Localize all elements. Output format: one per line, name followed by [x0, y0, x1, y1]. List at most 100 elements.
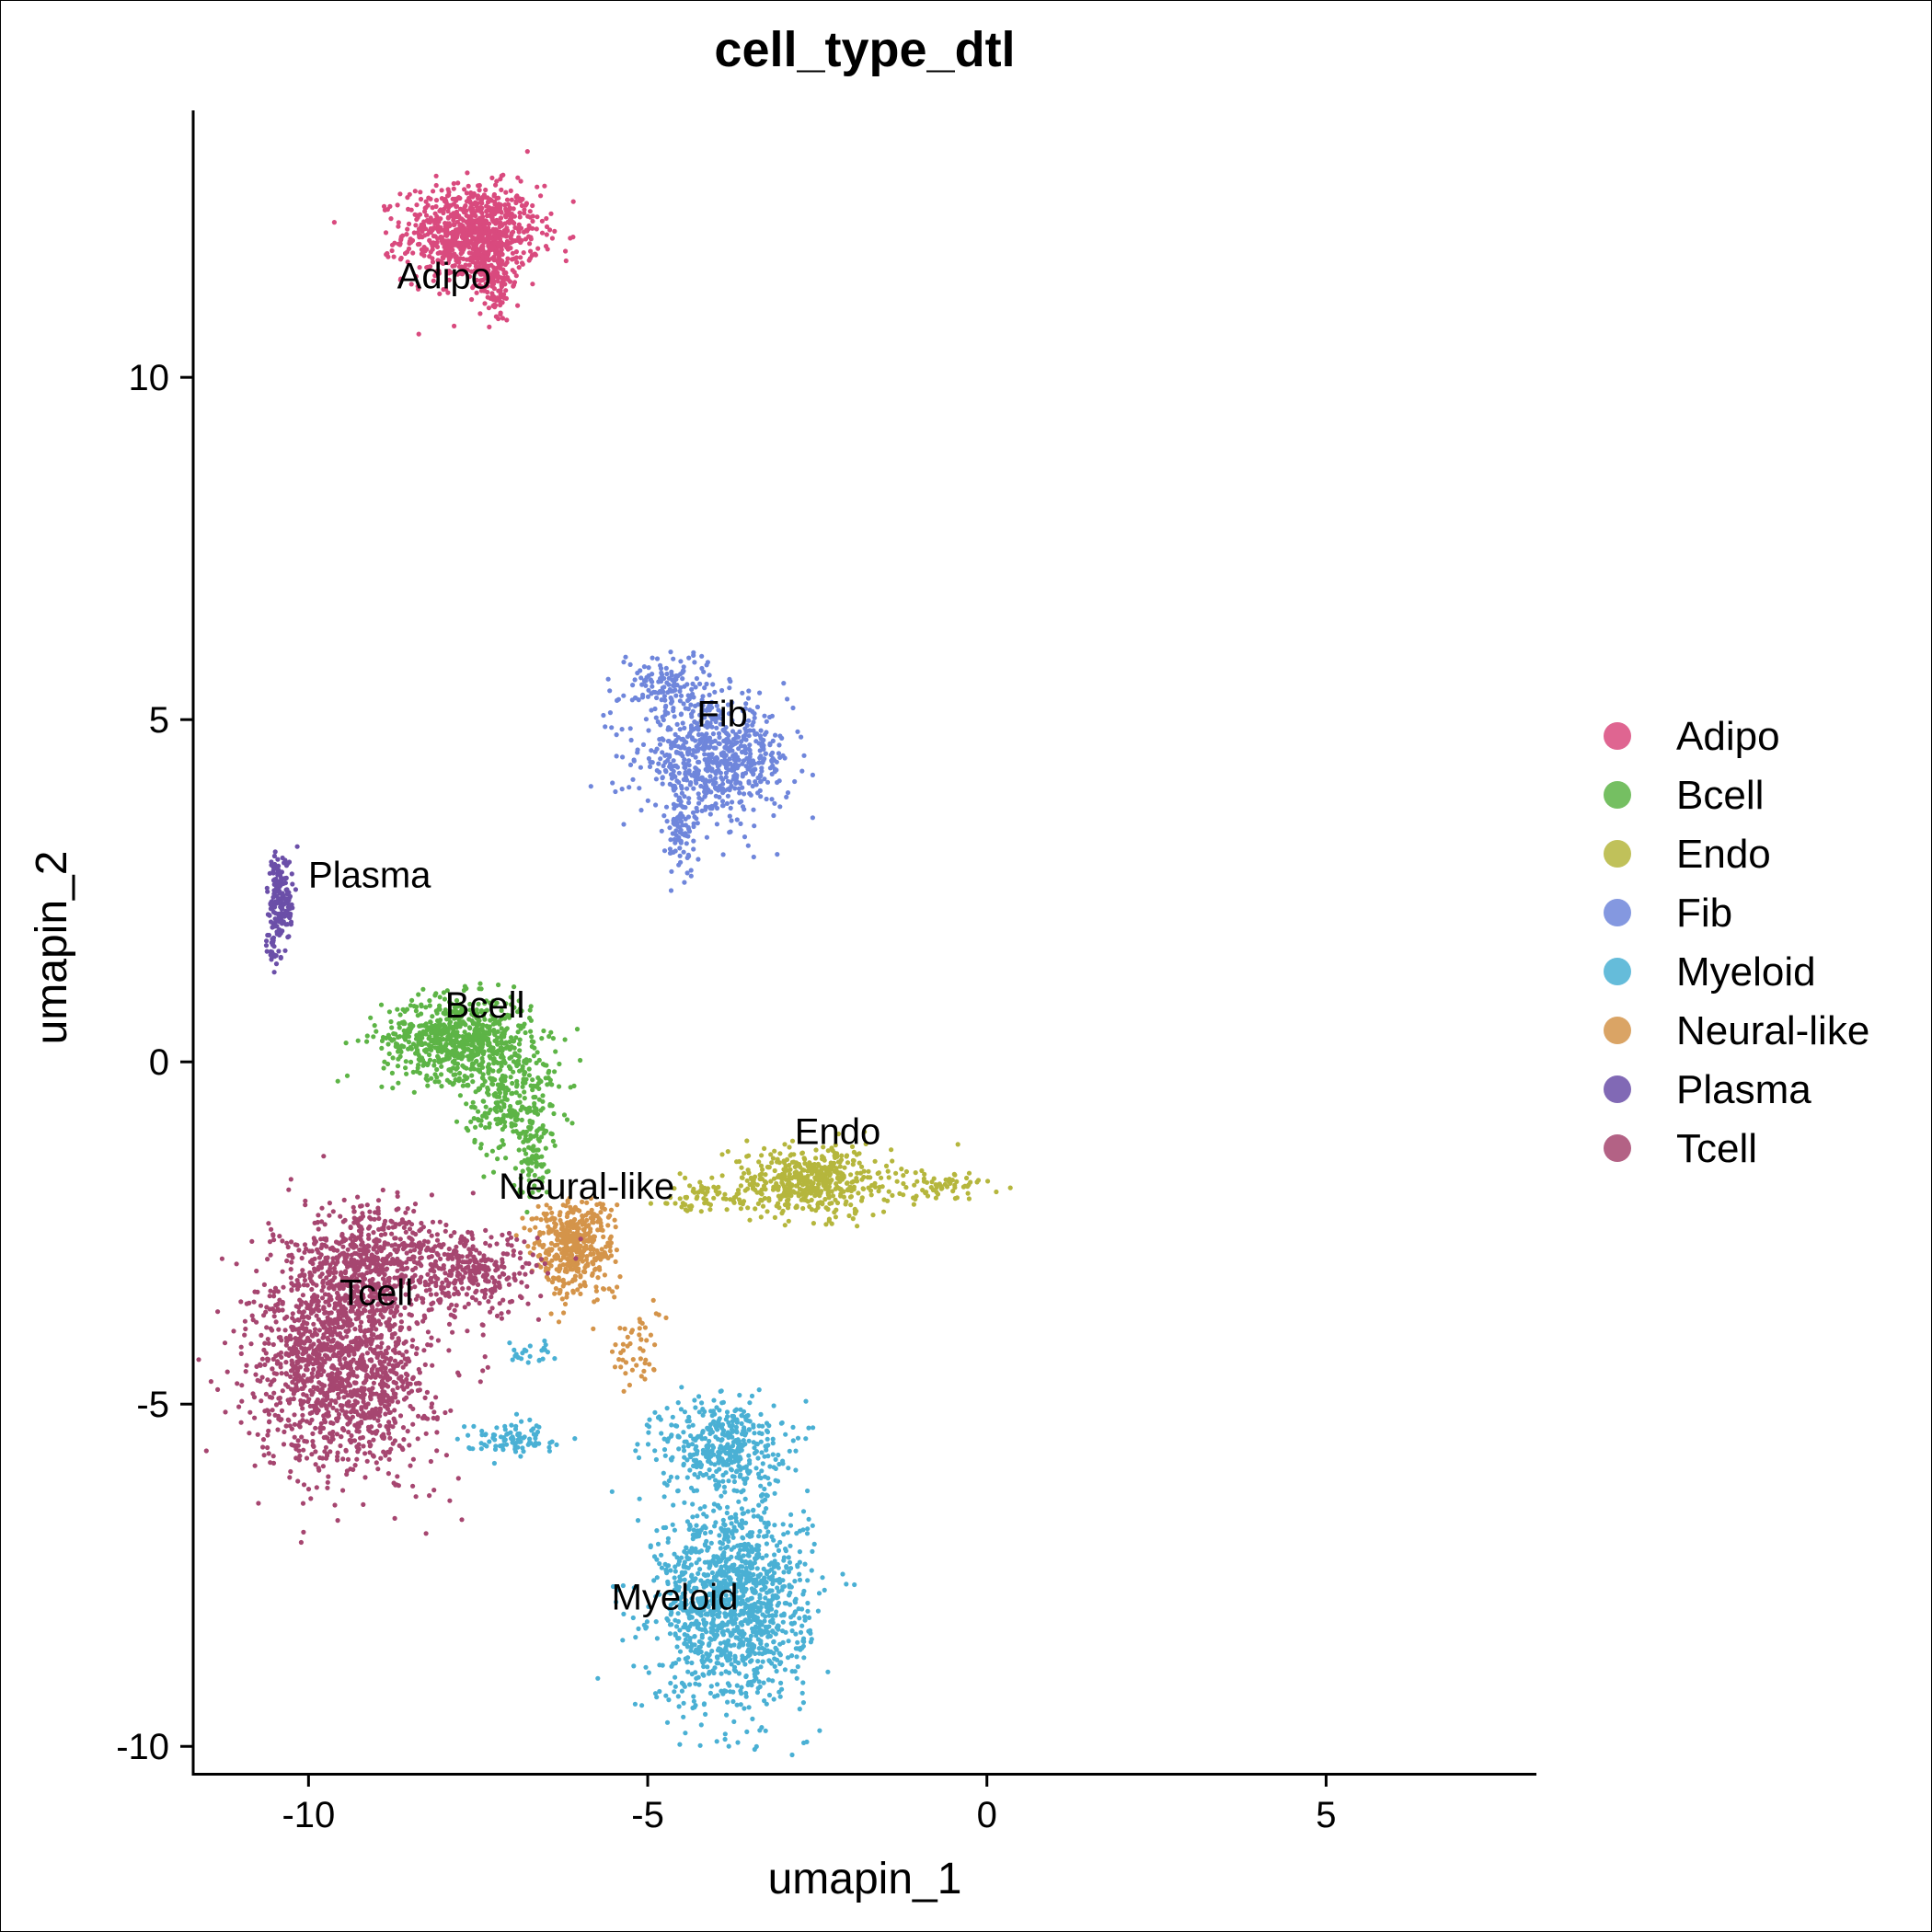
data-point	[703, 1711, 708, 1717]
data-point	[534, 1133, 539, 1138]
data-point	[745, 1186, 751, 1191]
data-point	[390, 1086, 396, 1091]
data-point	[553, 1049, 558, 1054]
data-point	[764, 1642, 770, 1648]
data-point	[445, 1056, 451, 1062]
data-point	[785, 696, 790, 702]
data-point	[445, 215, 451, 221]
data-point	[607, 688, 613, 694]
data-point	[807, 1203, 812, 1210]
data-point	[709, 1175, 715, 1180]
data-point	[702, 1530, 708, 1536]
data-point	[539, 218, 546, 224]
data-point	[477, 188, 482, 193]
data-point	[722, 1731, 728, 1737]
data-point	[472, 201, 478, 206]
data-point	[711, 1195, 717, 1201]
data-point	[496, 232, 501, 237]
data-point	[734, 773, 740, 778]
data-point	[627, 726, 633, 731]
data-point	[729, 741, 734, 746]
data-point	[705, 1664, 710, 1670]
data-point	[770, 1452, 776, 1457]
data-point	[730, 1618, 736, 1624]
data-point	[774, 759, 779, 765]
chart-title: cell_type_dtl	[714, 22, 1015, 77]
data-point	[788, 1543, 793, 1548]
data-point	[508, 188, 513, 193]
data-point	[460, 256, 466, 261]
data-point	[517, 1048, 523, 1053]
data-point	[489, 236, 494, 241]
data-point	[720, 1196, 727, 1202]
data-point	[737, 1523, 742, 1528]
data-point	[497, 1087, 502, 1093]
data-point	[454, 231, 460, 236]
data-point	[709, 806, 715, 811]
data-point	[662, 705, 669, 710]
data-point	[748, 1659, 753, 1664]
data-point	[417, 212, 423, 217]
data-point	[787, 1584, 792, 1590]
data-point	[509, 1054, 514, 1060]
data-point	[502, 1074, 508, 1079]
data-point	[474, 290, 479, 295]
data-point	[667, 1622, 673, 1627]
data-point	[464, 236, 469, 242]
data-point	[502, 221, 508, 226]
data-point	[494, 217, 500, 223]
data-point	[737, 1643, 742, 1649]
data-point	[331, 220, 337, 225]
data-point	[456, 1075, 462, 1081]
data-point	[405, 195, 410, 201]
data-point	[615, 696, 622, 702]
data-point	[635, 747, 640, 753]
data-point	[446, 204, 452, 210]
data-point	[789, 1628, 795, 1634]
data-point	[691, 1694, 696, 1699]
data-point	[539, 230, 546, 236]
data-point	[769, 771, 775, 777]
data-point	[453, 1072, 458, 1077]
data-point	[739, 799, 744, 804]
data-point	[425, 264, 431, 270]
data-point	[433, 991, 439, 996]
data-point	[438, 226, 443, 232]
data-point	[497, 236, 503, 242]
data-point	[665, 739, 672, 744]
data-point	[798, 1629, 804, 1635]
data-point	[693, 754, 698, 760]
data-point	[845, 1187, 851, 1192]
data-point	[800, 1592, 806, 1597]
data-point	[672, 806, 677, 811]
data-point	[498, 215, 503, 221]
data-point	[420, 1031, 426, 1037]
data-point	[497, 1105, 502, 1110]
data-point	[804, 1739, 810, 1744]
data-point	[627, 661, 633, 668]
data-point	[728, 805, 733, 811]
data-point	[758, 773, 764, 778]
data-point	[780, 1191, 787, 1197]
data-point	[702, 1559, 707, 1565]
data-point	[428, 225, 433, 232]
data-point	[741, 1583, 746, 1589]
data-point	[848, 1194, 855, 1200]
data-point	[822, 1587, 827, 1593]
data-point	[682, 738, 687, 743]
data-point	[530, 1147, 535, 1153]
data-point	[725, 1414, 730, 1420]
data-point	[808, 1639, 814, 1645]
data-point	[710, 777, 716, 783]
data-point	[800, 1639, 806, 1644]
data-point	[832, 1168, 837, 1174]
data-point	[683, 769, 688, 776]
series-fib-points	[588, 650, 816, 893]
data-point	[797, 1549, 803, 1555]
data-point	[800, 1527, 806, 1533]
data-point	[719, 1564, 724, 1570]
data-point	[719, 1688, 724, 1694]
data-point	[447, 1066, 453, 1073]
data-point	[758, 1640, 764, 1646]
data-point	[724, 1510, 730, 1516]
